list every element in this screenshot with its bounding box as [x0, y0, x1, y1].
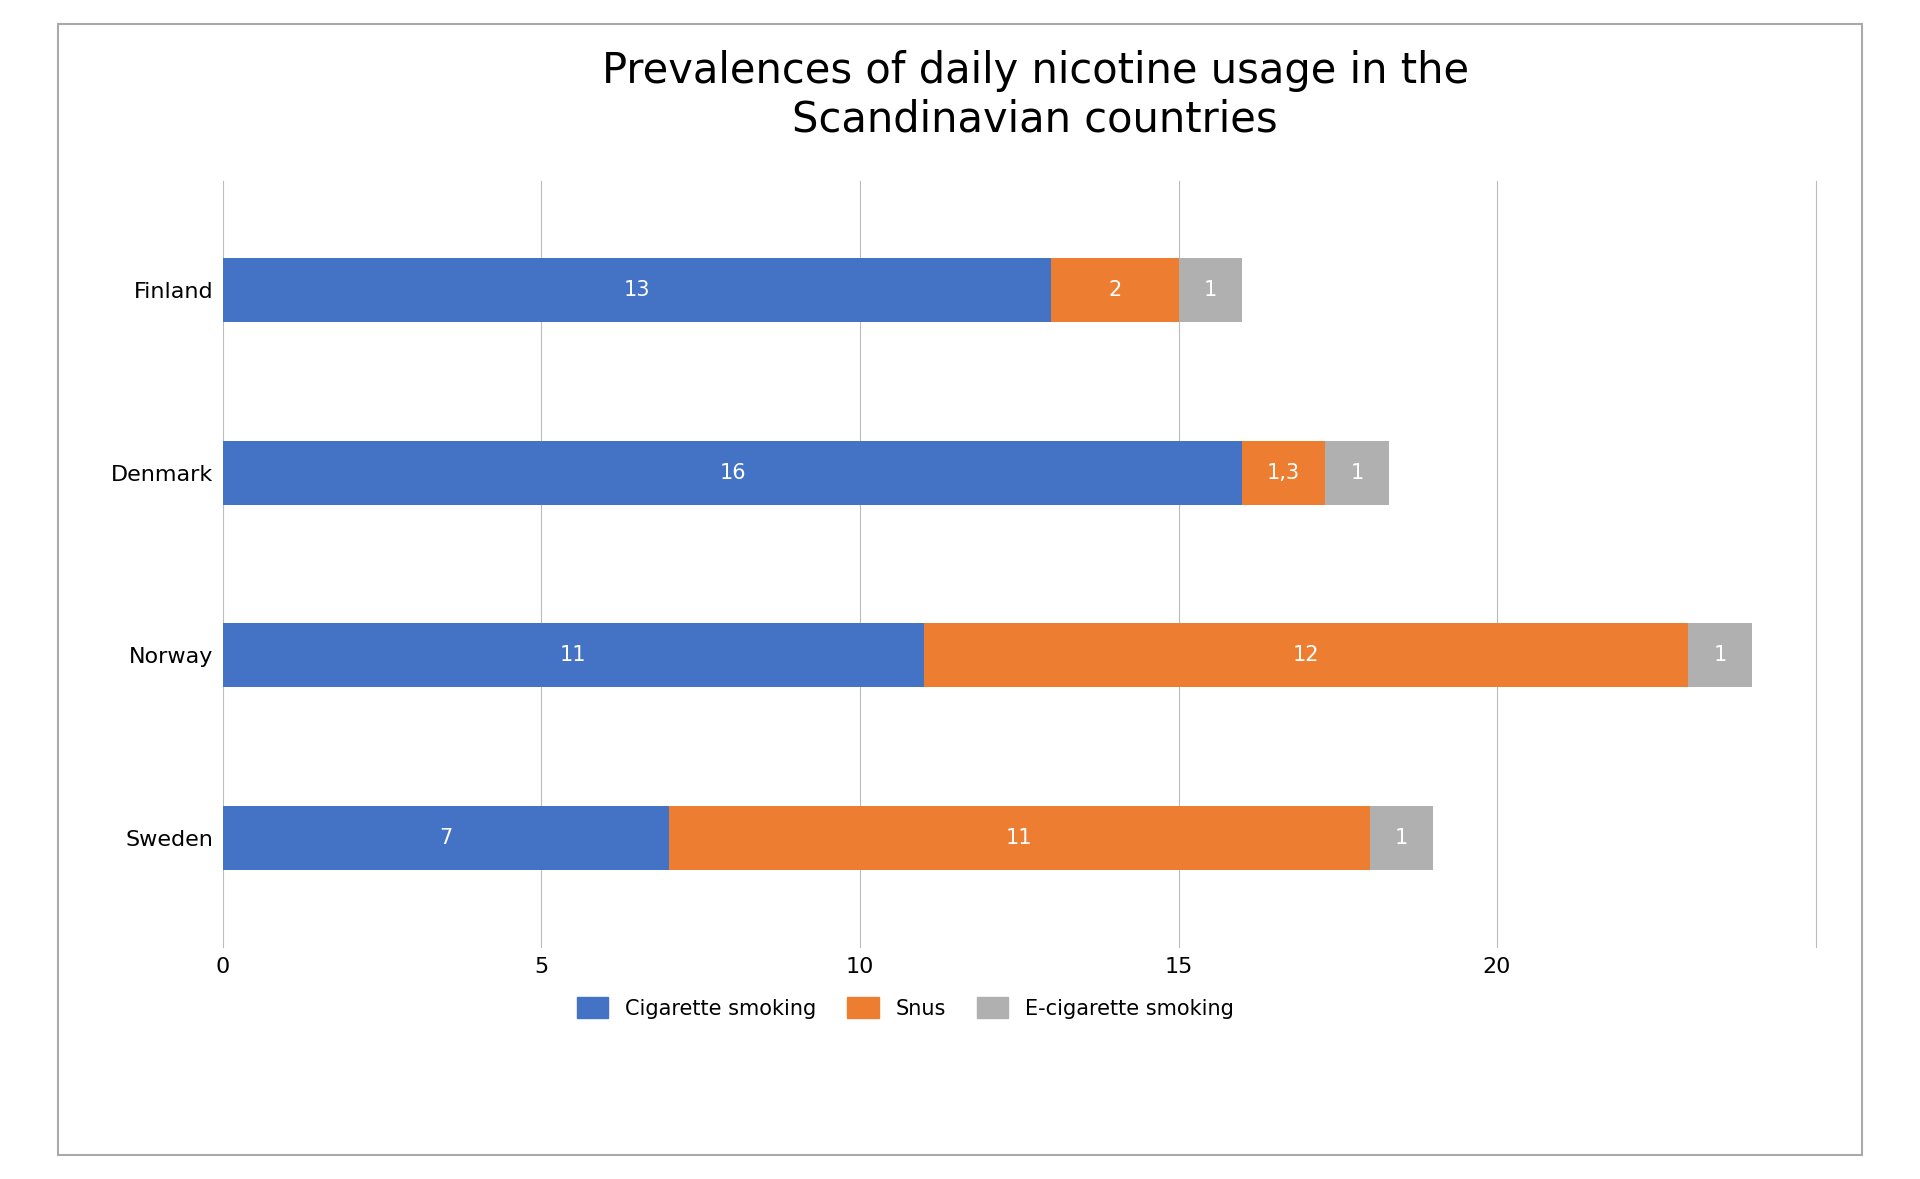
Text: 13: 13 [624, 281, 651, 301]
Bar [668, 806, 1369, 870]
Bar [1050, 258, 1179, 322]
Text: 16: 16 [720, 463, 745, 482]
Bar [1688, 624, 1751, 687]
Text: 1: 1 [1394, 828, 1407, 848]
Text: 1: 1 [1204, 281, 1217, 301]
Text: 11: 11 [561, 645, 588, 665]
Text: 7: 7 [440, 828, 453, 848]
Title: Prevalences of daily nicotine usage in the
Scandinavian countries: Prevalences of daily nicotine usage in t… [601, 51, 1469, 141]
Text: 2: 2 [1108, 281, 1121, 301]
Text: 1: 1 [1350, 463, 1363, 482]
Bar [924, 624, 1688, 687]
Bar [1179, 258, 1242, 322]
Text: 12: 12 [1292, 645, 1319, 665]
Bar [1325, 441, 1388, 505]
Bar [223, 624, 924, 687]
Text: 1: 1 [1713, 645, 1726, 665]
Bar [1369, 806, 1434, 870]
Bar [223, 806, 668, 870]
Text: 11: 11 [1006, 828, 1033, 848]
Bar [223, 441, 1242, 505]
Bar [223, 258, 1050, 322]
Legend: Cigarette smoking, Snus, E-cigarette smoking: Cigarette smoking, Snus, E-cigarette smo… [566, 987, 1244, 1029]
Bar [1242, 441, 1325, 505]
Text: 1,3: 1,3 [1267, 463, 1300, 482]
